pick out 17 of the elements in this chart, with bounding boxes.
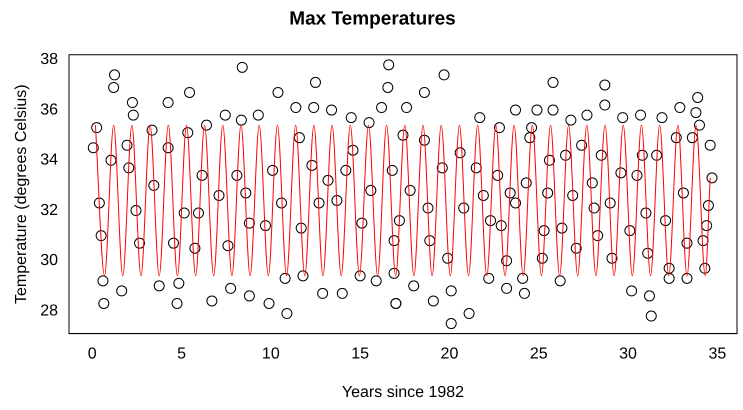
x-tick-label: 20 xyxy=(440,346,458,363)
x-tick-label: 10 xyxy=(262,346,280,363)
x-tick-label: 30 xyxy=(619,346,638,363)
x-axis-title: Years since 1982 xyxy=(342,384,464,401)
y-axis-title: Temperature (degrees Celsius) xyxy=(13,84,30,304)
x-tick-label: 35 xyxy=(708,346,726,363)
x-tick-label: 25 xyxy=(530,346,548,363)
x-tick-label: 0 xyxy=(88,346,97,363)
y-tick-label: 32 xyxy=(40,202,58,219)
y-tick-label: 34 xyxy=(40,152,58,169)
y-tick-label: 36 xyxy=(40,101,58,118)
x-tick-label: 5 xyxy=(177,346,186,363)
y-tick-label: 28 xyxy=(40,302,58,320)
y-tick-label: 30 xyxy=(40,252,58,270)
x-tick-label: 15 xyxy=(351,346,370,363)
y-tick-label: 38 xyxy=(40,51,58,68)
chart-title: Max Temperatures xyxy=(289,8,456,30)
